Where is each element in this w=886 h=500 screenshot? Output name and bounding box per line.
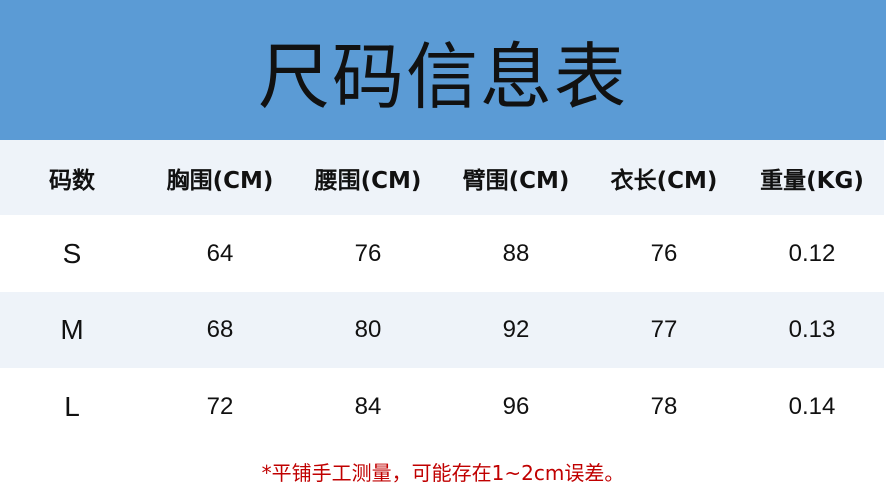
cell-size: S [62, 237, 82, 269]
cell: 72 [206, 392, 234, 420]
measurement-note: *平铺手工测量，可能存在1~2cm误差。 [261, 461, 625, 485]
cell: 92 [502, 316, 530, 343]
header-length: 衣长(CM) [610, 167, 718, 194]
cell: 88 [502, 239, 530, 267]
cell: 96 [502, 392, 530, 420]
table-header: 码数 胸围(CM) 腰围(CM) 臂围(CM) 衣长(CM) 重量(KG) [0, 140, 884, 215]
cell: 64 [206, 239, 234, 267]
page-title: 尺码信息表 [257, 34, 628, 119]
cell: 68 [206, 316, 234, 343]
cell: 77 [650, 316, 678, 343]
header-arm: 臂围(CM) [462, 167, 570, 194]
cell: 0.13 [788, 316, 836, 343]
header-waist: 腰围(CM) [314, 167, 422, 194]
cell-size: M [60, 314, 84, 345]
cell-size: L [64, 390, 80, 422]
cell: 76 [354, 239, 382, 267]
cell: 80 [354, 316, 382, 343]
title-banner: 尺码信息表 [0, 0, 886, 140]
cell: 84 [354, 392, 382, 420]
header-weight: 重量(KG) [760, 167, 864, 194]
cell: 0.12 [788, 239, 836, 267]
cell: 76 [650, 239, 678, 267]
cell: 0.14 [788, 392, 836, 420]
header-size: 码数 [49, 167, 95, 194]
header-chest: 胸围(CM) [166, 167, 274, 194]
cell: 78 [650, 392, 678, 420]
table-row: S 64 76 88 76 0.12 [0, 215, 884, 292]
table-row: L 72 84 96 78 0.14 [0, 368, 884, 445]
table-row: M 68 80 92 77 0.13 [0, 292, 884, 368]
